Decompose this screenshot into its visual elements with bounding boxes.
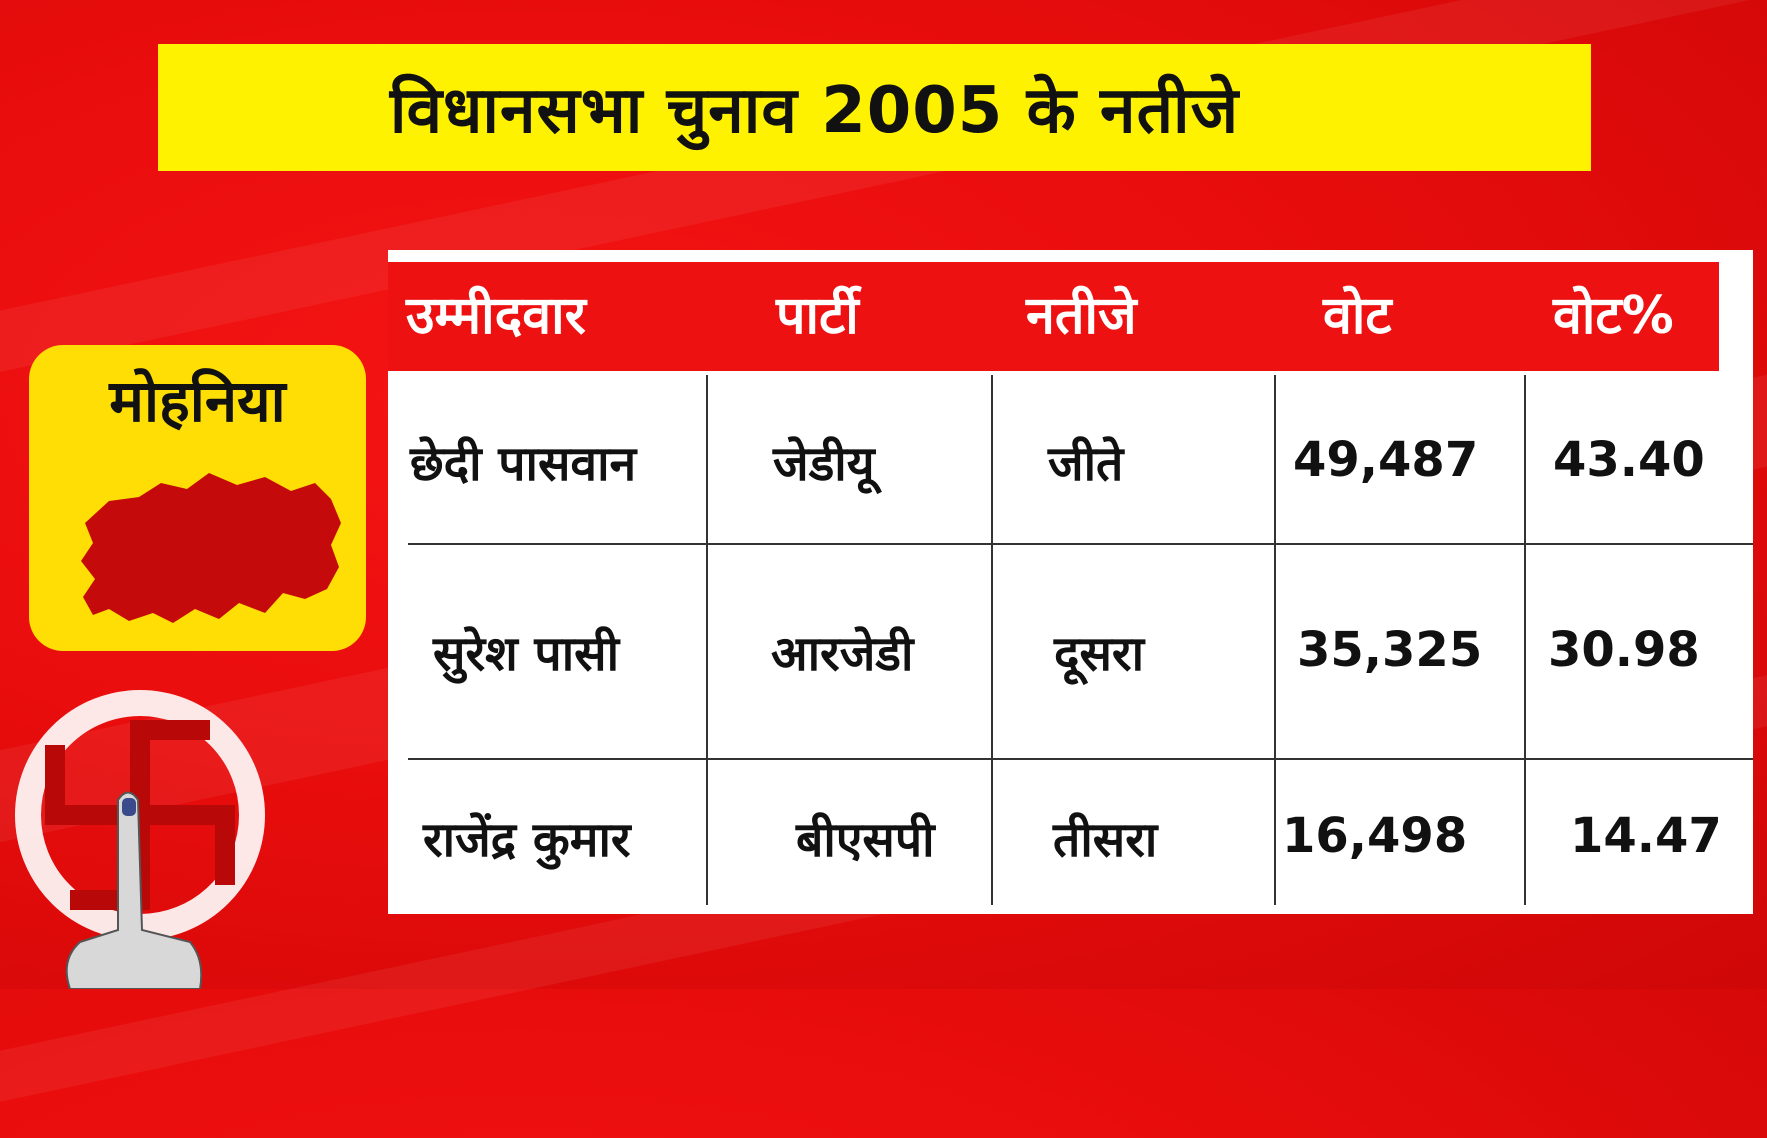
cell-votes: 49,487 [1293,432,1479,488]
column-divider [991,375,993,905]
election-symbol-icon [15,690,265,989]
constituency-name: मोहनिया [109,367,286,435]
constituency-map-icon [81,473,341,623]
cell-party: बीएसपी [796,812,935,868]
page-title: विधानसभा चुनाव 2005 के नतीजे [389,74,1240,148]
header-party: पार्टी [776,286,859,346]
cell-party: जेडीयू [773,436,875,492]
header-result: नतीजे [1026,286,1137,346]
header-candidate: उम्मीदवार [406,286,586,346]
constituency-badge: मोहनिया [29,345,366,651]
cell-votes: 35,325 [1297,622,1483,678]
header-votes: वोट [1323,286,1392,346]
column-divider [706,375,708,905]
cell-result: तीसरा [1053,812,1158,868]
cell-candidate: राजेंद्र कुमार [423,812,631,868]
cell-party: आरजेडी [771,626,914,682]
column-divider [1274,375,1276,905]
cell-vote-percent: 14.47 [1570,808,1722,864]
column-divider [1524,375,1526,905]
row-divider [408,543,1753,545]
cell-votes: 16,498 [1282,808,1468,864]
cell-result: दूसरा [1054,626,1145,682]
results-table: उम्मीदवार पार्टी नतीजे वोट वोट% छेदी पास… [388,250,1753,914]
cell-candidate: छेदी पासवान [410,436,637,492]
cell-result: जीते [1048,436,1124,492]
row-divider [408,758,1753,760]
header-vote-percent: वोट% [1553,286,1674,346]
title-bar: विधानसभा चुनाव 2005 के नतीजे [158,44,1591,171]
cell-vote-percent: 30.98 [1548,622,1700,678]
cell-vote-percent: 43.40 [1553,432,1705,488]
cell-candidate: सुरेश पासी [433,626,620,682]
table-header: उम्मीदवार पार्टी नतीजे वोट वोट% [388,262,1719,371]
